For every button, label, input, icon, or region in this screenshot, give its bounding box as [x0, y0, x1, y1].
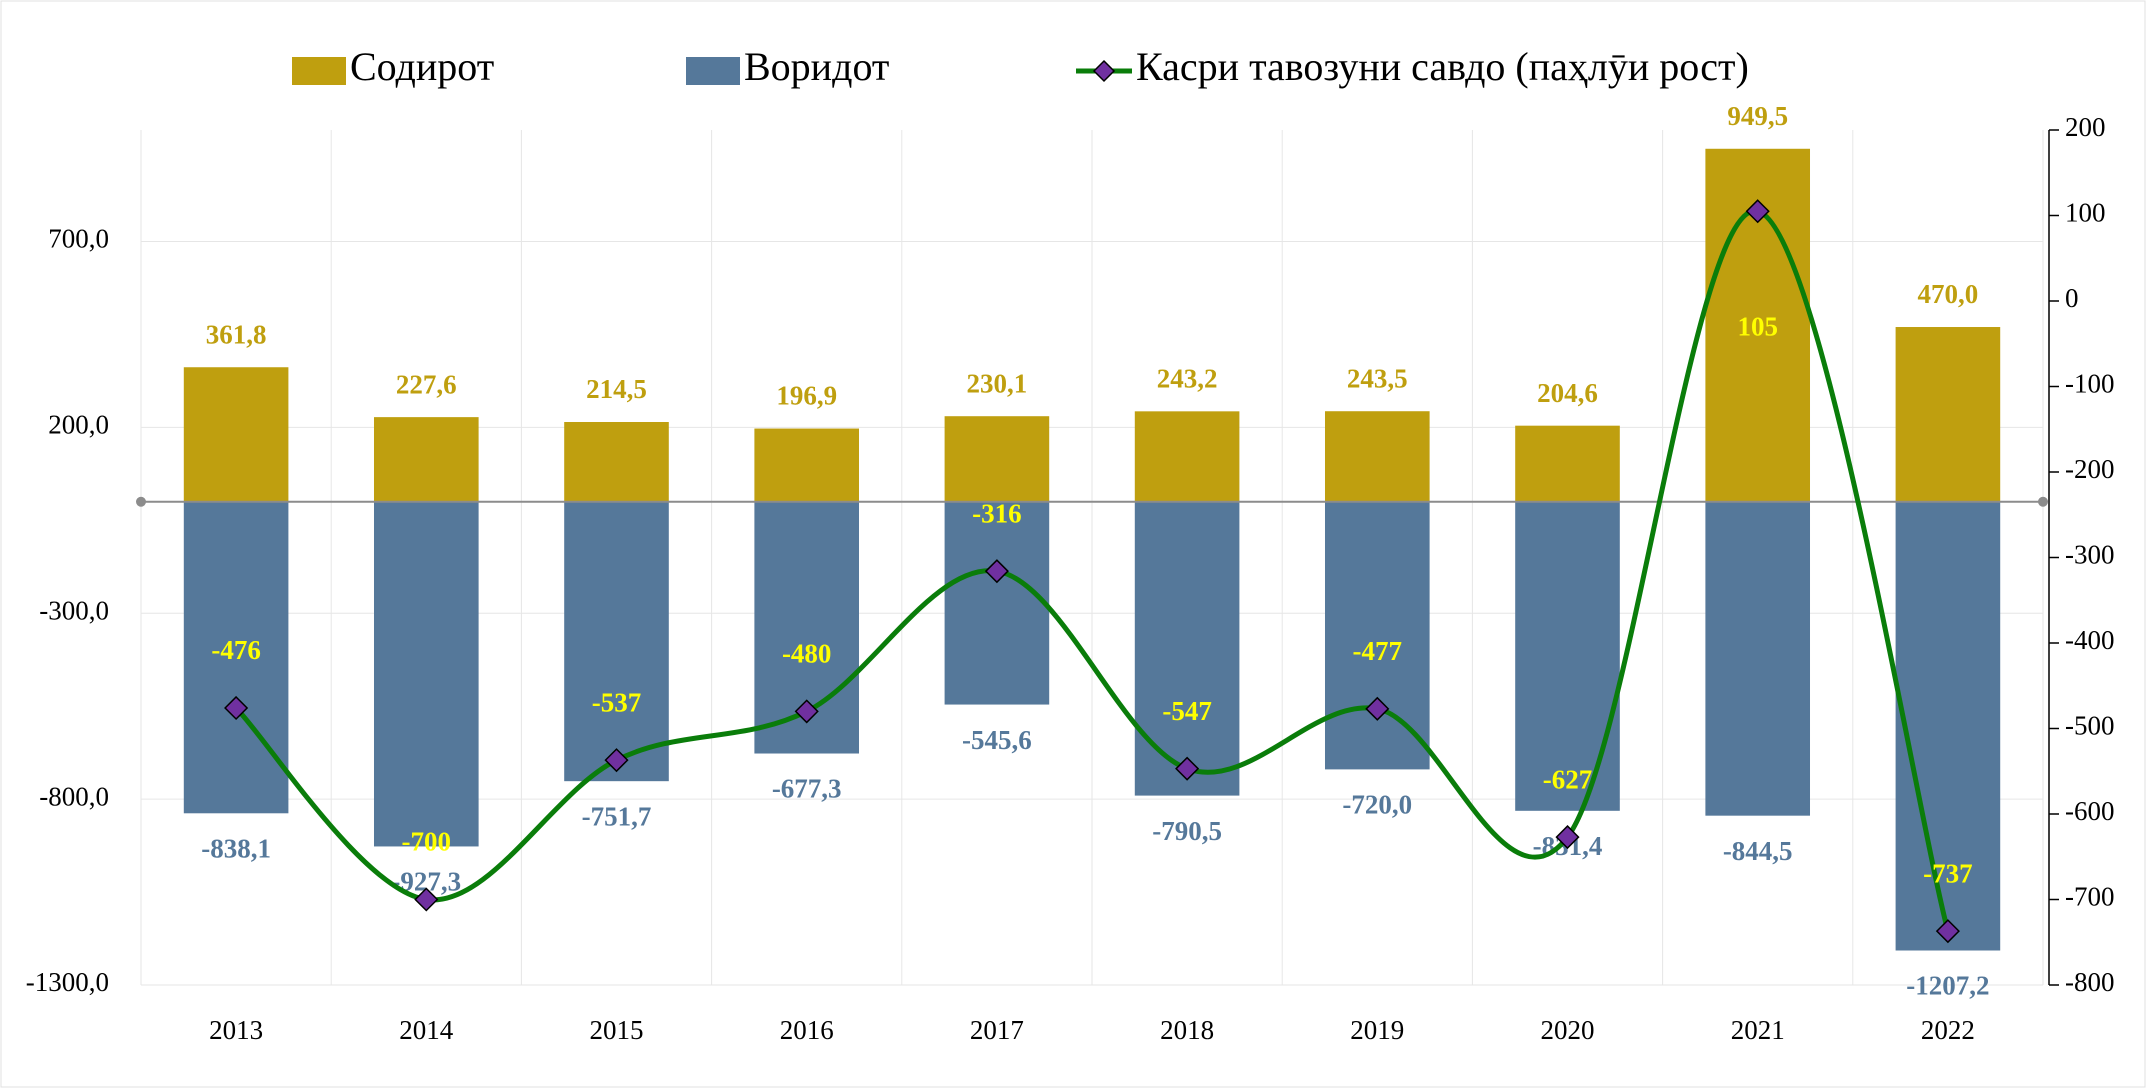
line-marker	[604, 748, 629, 773]
bar-value-label: -751,7	[582, 801, 652, 831]
y-tick-label: 200,0	[48, 410, 109, 440]
bar-value-label: 949,5	[1727, 101, 1788, 131]
line-marker	[1175, 756, 1200, 781]
bar-value-label: 214,5	[586, 374, 647, 404]
y2-tick-label: 200	[2065, 112, 2106, 142]
axis-end	[136, 496, 146, 507]
bar	[564, 501, 669, 782]
y-tick-label: 700,0	[48, 224, 109, 254]
bar	[1515, 425, 1620, 502]
legend-label: Содирот	[350, 44, 494, 89]
x-tick-label: 2013	[209, 1015, 263, 1045]
bar	[564, 422, 669, 502]
line-value-label: -700	[402, 827, 452, 857]
bar	[1324, 501, 1430, 770]
line-value-label: -477	[1353, 636, 1403, 666]
y2-tick-label: -400	[2065, 625, 2115, 655]
line-marker	[1745, 199, 1770, 224]
bar	[944, 501, 1050, 705]
x-tick-label: 2021	[1731, 1015, 1785, 1045]
x-tick-label: 2014	[399, 1015, 454, 1045]
y-tick-label: -1300,0	[26, 967, 109, 997]
x-tick-label: 2020	[1541, 1015, 1595, 1045]
x-tick-label: 2018	[1160, 1015, 1214, 1045]
bar	[1134, 411, 1240, 502]
x-tick-label: 2022	[1921, 1015, 1975, 1045]
y-tick-label: -300,0	[39, 595, 109, 625]
bar	[183, 367, 289, 502]
y2-tick-label: 100	[2065, 198, 2106, 228]
bar-value-label: 361,8	[206, 319, 267, 349]
y2-tick-label: -800	[2065, 967, 2115, 997]
line-value-label: -480	[782, 639, 832, 669]
line-value-label: -537	[592, 687, 642, 717]
y2-tick-label: -100	[2065, 369, 2115, 399]
bar	[944, 416, 1050, 502]
line-marker	[1365, 696, 1390, 721]
bar-value-label: 243,2	[1157, 364, 1218, 394]
legend-swatch	[292, 57, 346, 85]
bar-value-label: -844,5	[1723, 836, 1793, 866]
x-tick-label: 2017	[970, 1015, 1024, 1045]
bar	[1895, 501, 2001, 951]
bar-value-label: 230,1	[967, 368, 1028, 398]
bar-value-label: 196,9	[776, 381, 837, 411]
bar	[1515, 501, 1620, 811]
line-marker	[224, 695, 249, 721]
legend-marker	[1092, 59, 1116, 83]
bar-value-label: -838,1	[201, 833, 271, 863]
line-value-label: 105	[1737, 311, 1778, 341]
bar	[1324, 411, 1430, 502]
line-marker	[1935, 919, 1960, 944]
y2-tick-label: -600	[2065, 796, 2115, 826]
bar	[373, 417, 479, 502]
bar-value-label: -720,0	[1342, 790, 1412, 820]
y2-tick-label: -300	[2065, 540, 2115, 570]
bar	[1134, 501, 1240, 796]
line-value-label: -627	[1543, 764, 1593, 794]
y2-tick-label: -200	[2065, 454, 2115, 484]
y2-tick-label: -700	[2065, 882, 2115, 912]
bar	[1705, 501, 1811, 816]
line-value-label: -316	[972, 498, 1022, 528]
bar	[1895, 327, 2001, 502]
bar-value-label: -790,5	[1152, 816, 1222, 846]
y2-tick-label: -500	[2065, 711, 2115, 741]
bar-value-label: 243,5	[1347, 363, 1408, 393]
x-tick-label: 2015	[590, 1015, 644, 1045]
line-marker	[414, 887, 439, 912]
bar	[373, 501, 479, 847]
bar	[754, 428, 860, 502]
line-marker	[794, 699, 819, 724]
legend-label: Воридот	[744, 44, 889, 89]
y2-tick-label: 0	[2065, 283, 2079, 313]
bar-value-label: 204,6	[1537, 378, 1598, 408]
y-tick-label: -800,0	[39, 781, 109, 811]
bar-value-label: 227,6	[396, 369, 457, 399]
legend-swatch	[686, 57, 740, 85]
bar-value-label: 470,0	[1918, 279, 1979, 309]
line-marker	[984, 559, 1009, 584]
line-value-label: -476	[211, 635, 261, 665]
line-marker	[1555, 825, 1580, 850]
line-value-label: -547	[1162, 696, 1212, 726]
bar-value-label: -545,6	[962, 725, 1032, 755]
bar	[183, 501, 289, 814]
bar-value-label: -1207,2	[1906, 971, 1989, 1001]
bar-value-label: -677,3	[772, 774, 842, 804]
x-tick-label: 2016	[780, 1015, 834, 1045]
axis-end	[2038, 496, 2048, 507]
legend-label: Касри тавозуни савдо (паҳлӯи рост)	[1136, 44, 1749, 89]
line-value-label: -737	[1923, 858, 1973, 888]
x-tick-label: 2019	[1350, 1015, 1404, 1045]
